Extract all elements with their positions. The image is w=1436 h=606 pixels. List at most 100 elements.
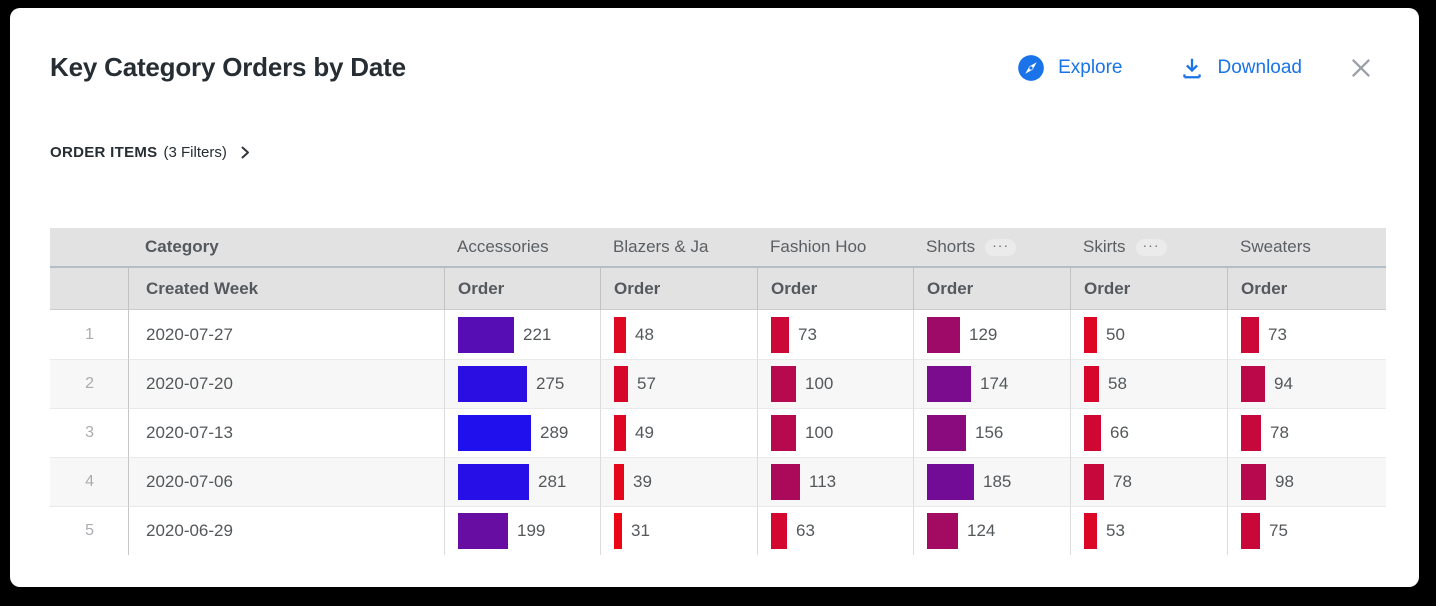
column-menu-button[interactable]: ··· [985,238,1017,256]
row-dimension-header[interactable]: Created Week [128,268,444,310]
week-cell[interactable]: 2020-06-29 [128,506,444,555]
value-bar[interactable] [614,464,624,500]
value-bar[interactable] [458,513,508,549]
column-header-accessories[interactable]: Accessories [444,228,600,268]
value-bar[interactable] [614,316,626,353]
value-bar[interactable] [458,316,514,353]
measure-cell[interactable]: 199 [444,506,600,555]
measure-cell[interactable]: 78 [1227,408,1386,457]
value-bar[interactable] [771,366,796,402]
download-label: Download [1217,56,1303,78]
measure-cell[interactable]: 281 [444,457,600,506]
value-bar[interactable] [927,316,960,353]
column-header-blazers-ja[interactable]: Blazers & Ja [600,228,757,268]
measure-cell[interactable]: 63 [757,506,913,555]
download-button[interactable]: Download [1179,55,1303,81]
cell-value: 50 [1106,324,1125,344]
measure-header[interactable]: Order [757,268,913,310]
close-icon[interactable] [1348,55,1374,81]
measure-header[interactable]: Order [600,268,757,310]
measure-cell[interactable]: 31 [600,506,757,555]
value-bar[interactable] [1241,415,1261,451]
value-bar[interactable] [927,464,974,500]
measure-cell[interactable]: 73 [757,310,913,359]
value-bar[interactable] [927,366,971,402]
value-bar[interactable] [1241,464,1266,500]
measure-cell[interactable]: 66 [1070,408,1227,457]
week-cell[interactable]: 2020-07-20 [128,359,444,408]
measure-cell[interactable]: 94 [1227,359,1386,408]
dialog-header: Key Category Orders by Date Explore [50,52,1386,83]
measure-cell[interactable]: 58 [1070,359,1227,408]
value-bar[interactable] [1241,316,1259,353]
measure-header[interactable]: Order [1070,268,1227,310]
measure-cell[interactable]: 156 [913,408,1070,457]
value-bar[interactable] [1084,513,1097,549]
value-bar[interactable] [771,316,789,353]
measure-cell[interactable]: 124 [913,506,1070,555]
cell-value: 185 [983,472,1012,491]
value-bar[interactable] [614,366,628,402]
column-header-sweaters[interactable]: Sweaters [1227,228,1386,268]
week-cell[interactable]: 2020-07-06 [128,457,444,506]
measure-cell[interactable]: 39 [600,457,757,506]
query-section-toggle[interactable]: ORDER ITEMS (3 Filters) [50,144,251,161]
value-bar[interactable] [614,513,622,549]
value-bar[interactable] [1084,415,1101,451]
filter-count: (3 Filters) [163,144,227,161]
query-section-label: ORDER ITEMS [50,144,158,161]
value-bar[interactable] [614,415,626,451]
download-icon [1179,55,1205,81]
week-cell[interactable]: 2020-07-13 [128,408,444,457]
column-header-fashion-hoo[interactable]: Fashion Hoo [757,228,913,268]
measure-cell[interactable]: 185 [913,457,1070,506]
row-number: 5 [50,506,128,555]
measure-cell[interactable]: 174 [913,359,1070,408]
value-bar[interactable] [771,464,800,500]
cell-value: 124 [967,521,996,540]
measure-cell[interactable]: 100 [757,408,913,457]
column-header-shorts[interactable]: Shorts ··· [913,228,1070,268]
value-bar[interactable] [458,464,529,500]
value-bar[interactable] [927,415,966,451]
value-bar[interactable] [1084,366,1099,402]
measure-cell[interactable]: 78 [1070,457,1227,506]
value-bar[interactable] [1241,513,1260,549]
value-bar[interactable] [771,415,796,451]
measure-cell[interactable]: 75 [1227,506,1386,555]
measure-cell[interactable]: 221 [444,310,600,359]
measure-cell[interactable]: 98 [1227,457,1386,506]
measure-cell[interactable]: 50 [1070,310,1227,359]
cell-value: 94 [1274,374,1293,393]
value-bar[interactable] [458,366,527,402]
explore-label: Explore [1058,56,1123,78]
measure-cell[interactable]: 49 [600,408,757,457]
value-bar[interactable] [771,513,787,549]
measure-cell[interactable]: 113 [757,457,913,506]
measure-cell[interactable]: 100 [757,359,913,408]
row-number: 1 [85,325,94,343]
value-bar[interactable] [458,415,531,451]
measure-header[interactable]: Order [913,268,1070,310]
row-number: 3 [50,408,128,457]
measure-cell[interactable]: 129 [913,310,1070,359]
measure-cell[interactable]: 73 [1227,310,1386,359]
value-bar[interactable] [1084,316,1097,353]
week-cell[interactable]: 2020-07-27 [128,310,444,359]
cell-value: 49 [635,423,654,442]
measure-cell[interactable]: 53 [1070,506,1227,555]
explore-button[interactable]: Explore [1017,54,1123,82]
value-bar[interactable] [1241,366,1265,402]
measure-cell[interactable]: 289 [444,408,600,457]
measure-header[interactable]: Order [444,268,600,310]
measure-cell[interactable]: 275 [444,359,600,408]
column-menu-button[interactable]: ··· [1135,238,1167,256]
dialog-card: Key Category Orders by Date Explore [10,8,1419,587]
column-header-skirts[interactable]: Skirts ··· [1070,228,1227,268]
measure-header[interactable]: Order [1227,268,1386,310]
measure-cell[interactable]: 48 [600,310,757,359]
value-bar[interactable] [1084,464,1104,500]
measure-cell[interactable]: 57 [600,359,757,408]
pivot-dimension-label: Category [50,228,444,268]
value-bar[interactable] [927,513,958,549]
